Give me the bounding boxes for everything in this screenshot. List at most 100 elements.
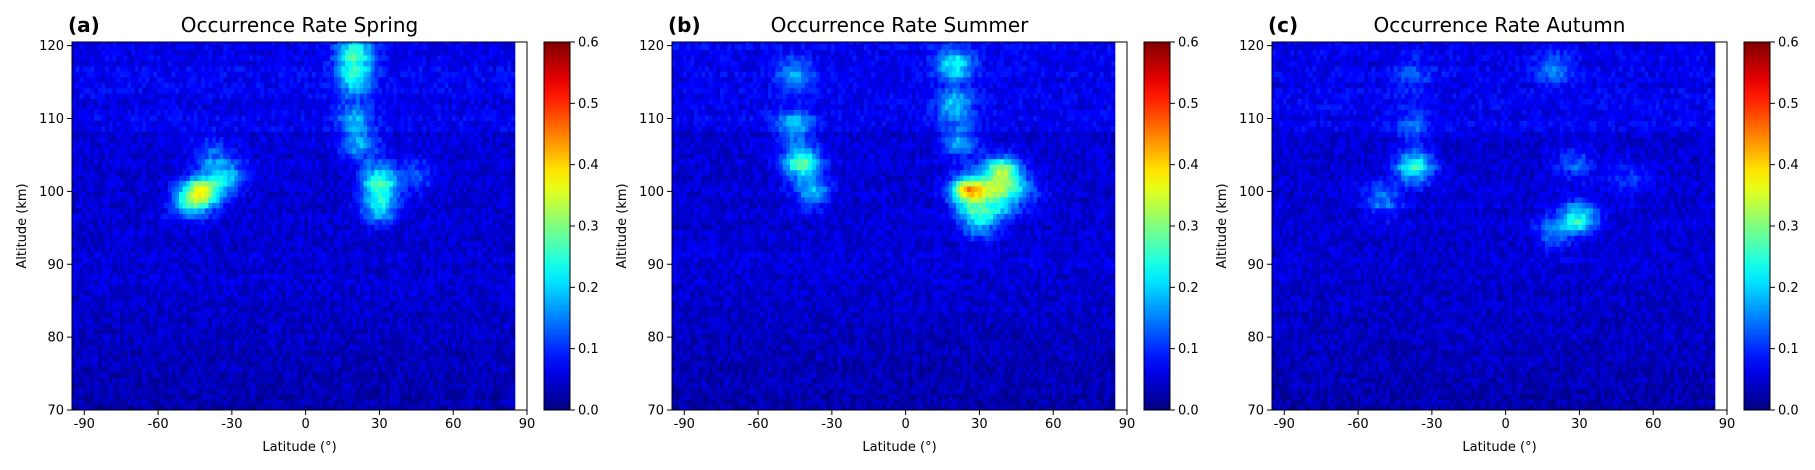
- heatmap-cell: [285, 311, 291, 318]
- heatmap-cell: [359, 333, 365, 340]
- heatmap-cell: [300, 377, 306, 384]
- heatmap-cell: [389, 256, 394, 264]
- heatmap-cell: [297, 202, 302, 209]
- heatmap-cell: [260, 317, 265, 324]
- heatmap-cell: [171, 202, 176, 209]
- heatmap-cell: [326, 371, 331, 378]
- heatmap-cell: [267, 404, 272, 410]
- heatmap-cell: [86, 371, 92, 378]
- heatmap-cell: [429, 273, 435, 280]
- heatmap-cell: [415, 355, 420, 362]
- heatmap-cell: [404, 191, 409, 198]
- heatmap-cell: [260, 267, 265, 274]
- heatmap-cell: [285, 202, 291, 209]
- heatmap-cell: [105, 311, 110, 318]
- heatmap-cell: [260, 295, 265, 302]
- heatmap-cell: [175, 191, 180, 198]
- heatmap-cell: [190, 306, 195, 313]
- heatmap-cell: [171, 213, 176, 220]
- heatmap-cell: [112, 202, 117, 209]
- heatmap-cell: [466, 246, 472, 253]
- heatmap-cell: [230, 349, 235, 356]
- heatmap-cell: [219, 262, 224, 269]
- heatmap-cell: [86, 235, 92, 242]
- heatmap-cell: [389, 284, 394, 291]
- heatmap-cell: [396, 328, 401, 335]
- heatmap-cell: [83, 191, 88, 198]
- heatmap-cell: [267, 224, 272, 231]
- heatmap-cell: [418, 218, 424, 225]
- heatmap-cell: [108, 284, 114, 291]
- heatmap-cell: [437, 191, 442, 198]
- heatmap-cell: [422, 388, 427, 395]
- heatmap-cell: [226, 246, 232, 253]
- heatmap-cell: [330, 393, 335, 400]
- heatmap-cell: [297, 295, 302, 302]
- heatmap-cell: [463, 185, 468, 192]
- heatmap-cell: [426, 289, 431, 296]
- heatmap-cell: [116, 349, 121, 356]
- heatmap-cell: [182, 322, 187, 329]
- heatmap-cell: [116, 246, 121, 253]
- heatmap-cell: [356, 207, 361, 214]
- heatmap-cell: [503, 322, 508, 329]
- heatmap-cell: [392, 393, 398, 400]
- heatmap-cell: [260, 404, 265, 410]
- heatmap-cell: [348, 289, 353, 296]
- heatmap-cell: [238, 388, 243, 395]
- heatmap-cell: [470, 224, 475, 231]
- heatmap-cell: [208, 311, 213, 318]
- heatmap-cell: [422, 207, 427, 214]
- heatmap-cell: [485, 246, 490, 253]
- heatmap-cell: [300, 284, 306, 291]
- heatmap-cell: [433, 333, 438, 340]
- heatmap-cell: [127, 202, 132, 209]
- heatmap-cell: [289, 377, 294, 384]
- heatmap-cell: [352, 366, 357, 373]
- heatmap-cell: [326, 202, 331, 209]
- heatmap-cell: [385, 344, 390, 351]
- heatmap-cell: [466, 393, 472, 400]
- heatmap-cell: [459, 377, 464, 384]
- heatmap-cell: [345, 202, 350, 209]
- heatmap-cell: [267, 295, 272, 302]
- heatmap-cell: [356, 218, 361, 225]
- heatmap-cell: [201, 213, 206, 220]
- heatmap-cell: [234, 322, 239, 329]
- heatmap-cell: [407, 289, 413, 296]
- heatmap-cell: [311, 377, 317, 384]
- heatmap-cell: [404, 246, 409, 253]
- heatmap-cell: [249, 393, 254, 400]
- heatmap-cell: [101, 366, 106, 373]
- heatmap-cell: [370, 191, 376, 198]
- heatmap-cell: [119, 218, 125, 225]
- heatmap-cell: [293, 382, 298, 389]
- heatmap-cell: [289, 366, 294, 373]
- heatmap-cell: [208, 295, 213, 302]
- heatmap-cell: [167, 240, 173, 247]
- heatmap-cell: [138, 251, 143, 258]
- heatmap-cell: [429, 235, 435, 242]
- heatmap-cell: [337, 328, 342, 335]
- heatmap-cell: [215, 371, 221, 378]
- heatmap-cell: [119, 295, 125, 302]
- heatmap-cell: [167, 196, 173, 203]
- heatmap-cell: [470, 196, 475, 203]
- heatmap-cell: [190, 185, 195, 192]
- heatmap-cell: [223, 295, 228, 302]
- heatmap-cell: [356, 251, 361, 258]
- heatmap-cell: [160, 300, 165, 307]
- heatmap-cell: [252, 289, 258, 296]
- heatmap-cell: [186, 404, 191, 410]
- heatmap-cell: [319, 404, 324, 410]
- heatmap-cell: [208, 213, 213, 220]
- heatmap-cell: [219, 388, 224, 395]
- heatmap-cell: [186, 278, 191, 285]
- heatmap-cell: [282, 262, 287, 269]
- heatmap-cell: [426, 262, 431, 269]
- heatmap-cell: [263, 360, 269, 367]
- heatmap-cell: [171, 371, 176, 378]
- heatmap-cell: [153, 235, 158, 242]
- heatmap-cell: [311, 404, 317, 410]
- heatmap-cell: [193, 267, 199, 274]
